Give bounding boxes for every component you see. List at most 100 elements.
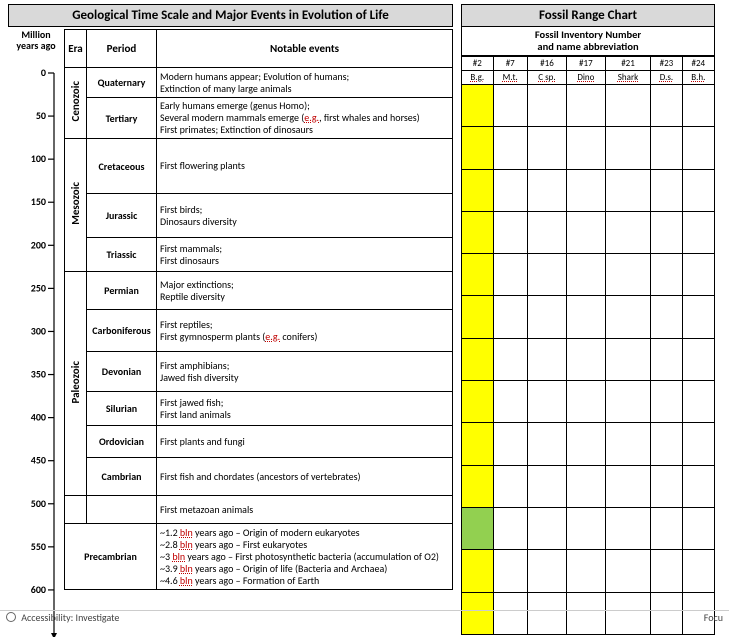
svg-text:350: 350 bbox=[31, 368, 46, 381]
events-cell: ~1.2 bln years ago – Origin of modern eu… bbox=[157, 524, 453, 590]
fossil-grid-cell[interactable] bbox=[651, 338, 682, 380]
fossil-grid-cell[interactable] bbox=[682, 169, 714, 211]
fossil-grid-cell[interactable] bbox=[682, 211, 714, 253]
fossil-grid-cell[interactable] bbox=[527, 254, 566, 296]
fossil-grid-cell[interactable] bbox=[527, 423, 566, 465]
fossil-grid-cell[interactable] bbox=[462, 381, 494, 423]
fossil-grid-cell[interactable] bbox=[462, 211, 494, 253]
fossil-grid-cell[interactable] bbox=[605, 338, 651, 380]
fossil-grid-cell[interactable] bbox=[462, 423, 494, 465]
fossil-grid-cell[interactable] bbox=[567, 550, 606, 592]
fossil-grid-cell[interactable] bbox=[567, 254, 606, 296]
fossil-grid-cell[interactable] bbox=[605, 423, 651, 465]
fossil-grid-row bbox=[462, 85, 715, 127]
fossil-grid-cell[interactable] bbox=[527, 550, 566, 592]
fossil-grid-cell[interactable] bbox=[493, 85, 527, 127]
svg-text:50: 50 bbox=[36, 109, 46, 122]
fossil-grid-cell[interactable] bbox=[493, 465, 527, 507]
fossil-grid-cell[interactable] bbox=[493, 550, 527, 592]
fossil-grid-cell[interactable] bbox=[651, 296, 682, 338]
fossil-grid-cell[interactable] bbox=[567, 423, 606, 465]
fossil-grid-cell[interactable] bbox=[605, 381, 651, 423]
fossil-grid-cell[interactable] bbox=[651, 507, 682, 549]
fossil-grid-cell[interactable] bbox=[567, 169, 606, 211]
fossil-grid-cell[interactable] bbox=[682, 296, 714, 338]
fossil-grid-cell[interactable] bbox=[493, 423, 527, 465]
fossil-grid-cell[interactable] bbox=[605, 169, 651, 211]
fossil-panel: Fossil Range Chart Fossil Inventory Numb… bbox=[461, 4, 715, 635]
fossil-grid-cell[interactable] bbox=[527, 85, 566, 127]
fossil-grid-cell[interactable] bbox=[567, 85, 606, 127]
period-cell: Jurassic bbox=[87, 194, 157, 238]
fossil-grid-cell[interactable] bbox=[605, 550, 651, 592]
fossil-grid-cell[interactable] bbox=[493, 211, 527, 253]
fossil-grid-cell[interactable] bbox=[527, 127, 566, 169]
fossil-grid-cell[interactable] bbox=[651, 550, 682, 592]
fossil-grid-cell[interactable] bbox=[605, 85, 651, 127]
inv-num: #7 bbox=[493, 57, 527, 71]
fossil-grid-cell[interactable] bbox=[682, 85, 714, 127]
fossil-grid-cell[interactable] bbox=[493, 296, 527, 338]
fossil-grid-cell[interactable] bbox=[682, 254, 714, 296]
fossil-grid-cell[interactable] bbox=[462, 465, 494, 507]
events-cell: Major extinctions;Reptile diversity bbox=[157, 272, 453, 310]
y-axis: Million years ago 0501001502002503003504… bbox=[8, 29, 64, 590]
fossil-grid-cell[interactable] bbox=[493, 127, 527, 169]
fossil-grid-cell[interactable] bbox=[462, 127, 494, 169]
fossil-grid-cell[interactable] bbox=[682, 338, 714, 380]
fossil-grid-cell[interactable] bbox=[493, 381, 527, 423]
fossil-grid-cell[interactable] bbox=[651, 254, 682, 296]
fossil-grid-cell[interactable] bbox=[567, 338, 606, 380]
fossil-grid-cell[interactable] bbox=[527, 465, 566, 507]
fossil-grid-cell[interactable] bbox=[493, 507, 527, 549]
fossil-grid-cell[interactable] bbox=[605, 211, 651, 253]
geo-row: CambrianFirst fish and chordates (ancest… bbox=[65, 458, 453, 496]
fossil-grid-cell[interactable] bbox=[682, 550, 714, 592]
fossil-grid-cell[interactable] bbox=[605, 296, 651, 338]
fossil-grid-cell[interactable] bbox=[527, 507, 566, 549]
fossil-grid-cell[interactable] bbox=[527, 211, 566, 253]
fossil-grid-cell[interactable] bbox=[651, 127, 682, 169]
fossil-grid-cell[interactable] bbox=[493, 254, 527, 296]
fossil-grid-cell[interactable] bbox=[527, 381, 566, 423]
fossil-grid-cell[interactable] bbox=[651, 85, 682, 127]
fossil-grid-cell[interactable] bbox=[462, 338, 494, 380]
fossil-grid-cell[interactable] bbox=[682, 381, 714, 423]
fossil-grid-cell[interactable] bbox=[682, 507, 714, 549]
fossil-grid-cell[interactable] bbox=[527, 338, 566, 380]
fossil-grid-cell[interactable] bbox=[605, 507, 651, 549]
geo-time-panel: Geological Time Scale and Major Events i… bbox=[8, 4, 453, 635]
fossil-grid-cell[interactable] bbox=[462, 296, 494, 338]
fossil-grid-cell[interactable] bbox=[605, 254, 651, 296]
fossil-grid-cell[interactable] bbox=[462, 550, 494, 592]
fossil-grid-cell[interactable] bbox=[605, 465, 651, 507]
fossil-grid-cell[interactable] bbox=[567, 296, 606, 338]
fossil-grid-cell[interactable] bbox=[462, 507, 494, 549]
fossil-grid-cell[interactable] bbox=[651, 465, 682, 507]
period-cell: Ordovician bbox=[87, 426, 157, 458]
fossil-grid-cell[interactable] bbox=[462, 169, 494, 211]
fossil-grid-cell[interactable] bbox=[527, 296, 566, 338]
fossil-grid-cell[interactable] bbox=[682, 465, 714, 507]
fossil-grid-cell[interactable] bbox=[651, 423, 682, 465]
fossil-grid-row bbox=[462, 338, 715, 380]
fossil-grid-cell[interactable] bbox=[651, 211, 682, 253]
fossil-grid-cell[interactable] bbox=[651, 381, 682, 423]
events-cell: First plants and fungi bbox=[157, 426, 453, 458]
fossil-grid-cell[interactable] bbox=[605, 127, 651, 169]
fossil-grid-cell[interactable] bbox=[567, 465, 606, 507]
fossil-grid-cell[interactable] bbox=[493, 169, 527, 211]
fossil-grid-cell[interactable] bbox=[567, 507, 606, 549]
fossil-grid-cell[interactable] bbox=[462, 85, 494, 127]
svg-text:0: 0 bbox=[41, 67, 46, 79]
fossil-grid-cell[interactable] bbox=[682, 423, 714, 465]
fossil-grid-cell[interactable] bbox=[567, 211, 606, 253]
fossil-grid-cell[interactable] bbox=[493, 338, 527, 380]
fossil-grid-cell[interactable] bbox=[527, 169, 566, 211]
fossil-grid-cell[interactable] bbox=[567, 127, 606, 169]
fossil-grid-cell[interactable] bbox=[567, 381, 606, 423]
fossil-grid-cell[interactable] bbox=[462, 254, 494, 296]
fossil-grid-cell[interactable] bbox=[651, 169, 682, 211]
period-cell bbox=[87, 496, 157, 524]
fossil-grid-cell[interactable] bbox=[682, 127, 714, 169]
